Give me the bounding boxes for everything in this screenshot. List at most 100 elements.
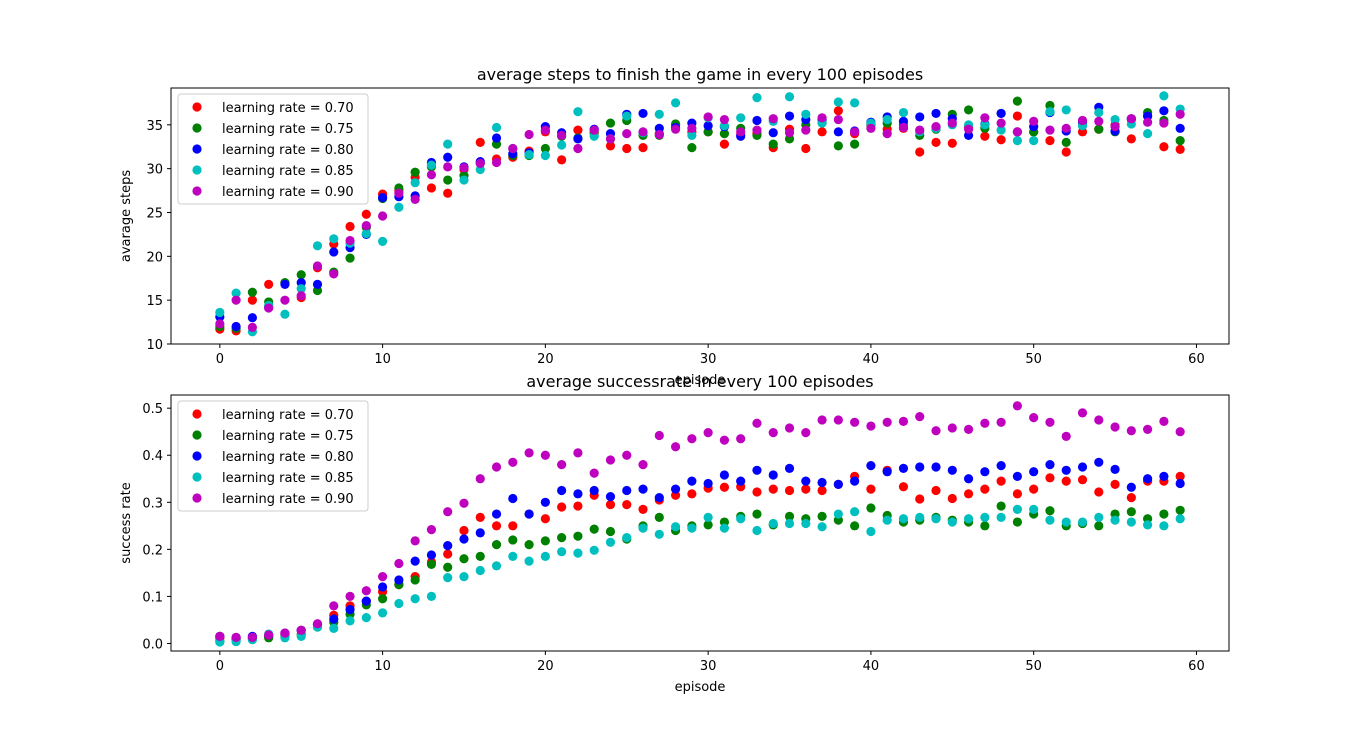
data-point-series-4 [1061, 123, 1071, 133]
data-point-series-3 [1029, 504, 1039, 514]
data-point-series-3 [670, 98, 681, 108]
data-point-series-3 [329, 623, 339, 634]
data-point-series-0 [1175, 471, 1185, 482]
data-point-series-2 [426, 550, 437, 560]
data-point-series-0 [1077, 475, 1088, 485]
data-point-series-4 [1045, 417, 1055, 427]
data-point-series-1 [833, 141, 843, 151]
data-point-series-0 [963, 489, 974, 499]
data-point-series-2 [963, 474, 974, 484]
x-tick-label: 10 [374, 659, 391, 674]
data-point-series-0 [622, 500, 632, 510]
data-point-series-2 [801, 476, 811, 486]
x-tick-label: 50 [1025, 659, 1042, 674]
data-point-series-0 [898, 482, 909, 492]
data-point-series-2 [1159, 106, 1169, 116]
data-point-series-2 [459, 534, 469, 544]
y-axis-label: success rate [119, 482, 134, 563]
data-point-series-1 [540, 143, 550, 154]
data-point-series-4 [361, 586, 371, 596]
data-point-series-3 [524, 556, 534, 566]
data-point-series-3 [622, 532, 632, 543]
data-points [215, 91, 1185, 337]
data-point-series-1 [784, 511, 795, 522]
data-point-series-4 [231, 295, 241, 305]
data-point-series-3 [1029, 136, 1039, 146]
data-point-series-4 [557, 460, 567, 470]
data-point-series-2 [703, 121, 713, 131]
y-tick-label: 20 [146, 250, 163, 265]
data-point-series-4 [589, 125, 599, 135]
data-point-series-3 [426, 160, 437, 170]
data-point-series-4 [622, 450, 632, 460]
data-point-series-2 [915, 112, 925, 122]
data-point-series-4 [475, 474, 485, 484]
data-point-series-4 [508, 457, 518, 467]
data-point-series-0 [980, 484, 990, 494]
data-point-series-1 [687, 143, 697, 153]
x-tick-label: 10 [374, 352, 391, 367]
data-point-series-1 [1061, 137, 1071, 147]
y-tick-label: 10 [146, 338, 163, 353]
data-point-series-3 [784, 92, 795, 102]
plot-frame [170, 87, 1230, 345]
y-tick-label: 25 [146, 206, 163, 221]
data-point-series-4 [605, 134, 616, 144]
data-point-series-2 [687, 476, 697, 486]
x-tick-label: 60 [1188, 659, 1205, 674]
data-point-series-4 [540, 450, 550, 460]
legend-label: learning rate = 0.75 [222, 429, 354, 444]
data-point-series-0 [915, 147, 925, 157]
data-point-series-3 [931, 514, 941, 524]
data-point-series-0 [1175, 144, 1185, 154]
data-point-series-1 [996, 501, 1006, 511]
data-point-series-4 [1159, 416, 1169, 426]
data-point-series-3 [850, 98, 860, 108]
data-point-series-2 [882, 467, 892, 477]
legend-marker [192, 451, 202, 461]
data-point-series-3 [329, 234, 339, 244]
data-point-series-0 [345, 221, 355, 232]
data-point-series-3 [443, 139, 453, 149]
data-point-series-4 [719, 435, 730, 445]
data-point-series-0 [947, 493, 957, 504]
data-point-series-1 [557, 532, 567, 543]
data-point-series-3 [426, 591, 437, 602]
data-point-series-2 [491, 509, 502, 519]
data-point-series-4 [573, 448, 583, 458]
data-point-series-2 [589, 485, 599, 496]
data-point-series-3 [833, 97, 843, 107]
data-point-series-1 [1126, 507, 1136, 517]
data-point-series-4 [508, 143, 518, 154]
data-point-series-1 [508, 535, 518, 545]
data-point-series-2 [833, 479, 843, 490]
data-point-series-3 [687, 130, 697, 140]
data-point-series-4 [215, 631, 225, 642]
data-point-series-3 [557, 140, 567, 150]
data-point-series-3 [361, 612, 371, 623]
plot-frame [170, 394, 1230, 652]
data-point-series-4 [1126, 114, 1136, 124]
data-point-series-3 [475, 565, 485, 576]
data-point-series-4 [345, 235, 355, 246]
data-point-series-4 [524, 448, 534, 458]
data-point-series-4 [654, 129, 664, 140]
data-point-series-2 [817, 477, 827, 488]
legend-label: learning rate = 0.70 [222, 101, 354, 116]
data-point-series-0 [687, 489, 697, 499]
data-point-series-1 [654, 512, 664, 522]
axis-ticks: 0 10 20 30 40 50 60 0.0 0.1 0.2 0.3 0.4 0.5 [142, 402, 1204, 674]
data-point-series-3 [280, 309, 290, 319]
x-tick-label: 30 [700, 659, 717, 674]
data-point-series-4 [996, 118, 1006, 128]
data-point-series-0 [996, 476, 1006, 486]
data-point-series-4 [670, 442, 681, 452]
data-point-series-0 [638, 143, 648, 153]
data-point-series-4 [931, 121, 941, 132]
data-point-series-2 [1175, 478, 1185, 489]
data-point-series-3 [866, 526, 876, 537]
data-point-series-3 [898, 514, 909, 524]
data-point-series-4 [1110, 422, 1120, 432]
data-point-series-4 [540, 125, 550, 135]
data-point-series-3 [557, 547, 567, 557]
